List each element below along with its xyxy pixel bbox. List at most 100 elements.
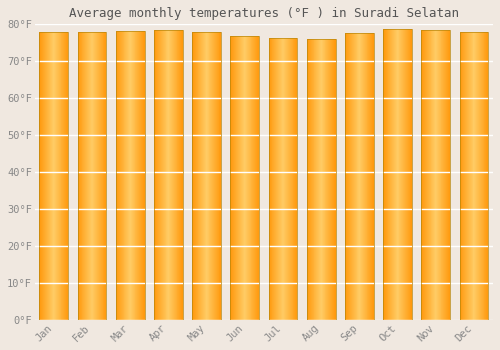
- Bar: [461, 32, 462, 320]
- Bar: [356, 33, 357, 320]
- Bar: [94, 32, 95, 320]
- Bar: [309, 39, 310, 320]
- Bar: [352, 33, 353, 320]
- Bar: [214, 33, 215, 320]
- Bar: [331, 39, 332, 320]
- Bar: [471, 32, 472, 320]
- Bar: [402, 29, 403, 320]
- Bar: [61, 32, 62, 320]
- Bar: [244, 36, 245, 320]
- Bar: [297, 38, 298, 320]
- Bar: [87, 32, 88, 320]
- Bar: [243, 36, 244, 320]
- Bar: [251, 36, 252, 320]
- Bar: [90, 32, 91, 320]
- Bar: [401, 29, 402, 320]
- Bar: [130, 31, 131, 320]
- Bar: [57, 32, 58, 320]
- Bar: [116, 31, 117, 320]
- Bar: [247, 36, 248, 320]
- Bar: [434, 30, 435, 320]
- Bar: [323, 39, 324, 320]
- Bar: [481, 32, 482, 320]
- Bar: [423, 30, 424, 320]
- Bar: [102, 32, 103, 320]
- Bar: [354, 33, 355, 320]
- Bar: [384, 29, 385, 320]
- Bar: [246, 36, 247, 320]
- Bar: [320, 39, 321, 320]
- Bar: [468, 32, 469, 320]
- Bar: [326, 39, 327, 320]
- Bar: [182, 30, 183, 320]
- Bar: [325, 39, 326, 320]
- Bar: [208, 33, 209, 320]
- Bar: [162, 30, 163, 320]
- Bar: [256, 36, 258, 320]
- Bar: [176, 30, 177, 320]
- Bar: [232, 36, 233, 320]
- Bar: [130, 31, 131, 320]
- Bar: [193, 33, 194, 320]
- Bar: [46, 32, 47, 320]
- Bar: [196, 33, 197, 320]
- Bar: [116, 31, 144, 320]
- Bar: [197, 33, 198, 320]
- Bar: [47, 32, 48, 320]
- Bar: [99, 32, 100, 320]
- Bar: [238, 36, 239, 320]
- Bar: [394, 29, 395, 320]
- Bar: [63, 32, 64, 320]
- Bar: [291, 38, 292, 320]
- Bar: [357, 33, 358, 320]
- Bar: [383, 29, 384, 320]
- Bar: [389, 29, 390, 320]
- Bar: [353, 33, 354, 320]
- Bar: [335, 39, 336, 320]
- Bar: [394, 29, 396, 320]
- Bar: [477, 32, 478, 320]
- Bar: [476, 32, 477, 320]
- Bar: [118, 31, 119, 320]
- Bar: [161, 30, 162, 320]
- Bar: [95, 32, 96, 320]
- Bar: [204, 33, 205, 320]
- Bar: [169, 30, 170, 320]
- Bar: [286, 38, 287, 320]
- Bar: [256, 36, 257, 320]
- Bar: [127, 31, 128, 320]
- Bar: [104, 32, 105, 320]
- Bar: [359, 33, 360, 320]
- Bar: [464, 32, 465, 320]
- Bar: [84, 32, 85, 320]
- Bar: [350, 33, 351, 320]
- Bar: [180, 30, 181, 320]
- Bar: [388, 29, 389, 320]
- Bar: [282, 38, 283, 320]
- Bar: [79, 32, 80, 320]
- Bar: [274, 38, 275, 320]
- Bar: [407, 29, 408, 320]
- Bar: [362, 33, 363, 320]
- Bar: [65, 32, 66, 320]
- Bar: [220, 33, 221, 320]
- Bar: [50, 32, 51, 320]
- Bar: [129, 31, 130, 320]
- Bar: [121, 31, 122, 320]
- Bar: [231, 36, 232, 320]
- Bar: [390, 29, 391, 320]
- Bar: [85, 32, 86, 320]
- Bar: [55, 32, 56, 320]
- Bar: [193, 33, 194, 320]
- Bar: [272, 38, 273, 320]
- Bar: [367, 33, 368, 320]
- Bar: [177, 30, 178, 320]
- Bar: [400, 29, 401, 320]
- Bar: [348, 33, 349, 320]
- Bar: [157, 30, 158, 320]
- Bar: [315, 39, 316, 320]
- Bar: [317, 39, 318, 320]
- Bar: [330, 39, 332, 320]
- Bar: [384, 29, 385, 320]
- Bar: [253, 36, 254, 320]
